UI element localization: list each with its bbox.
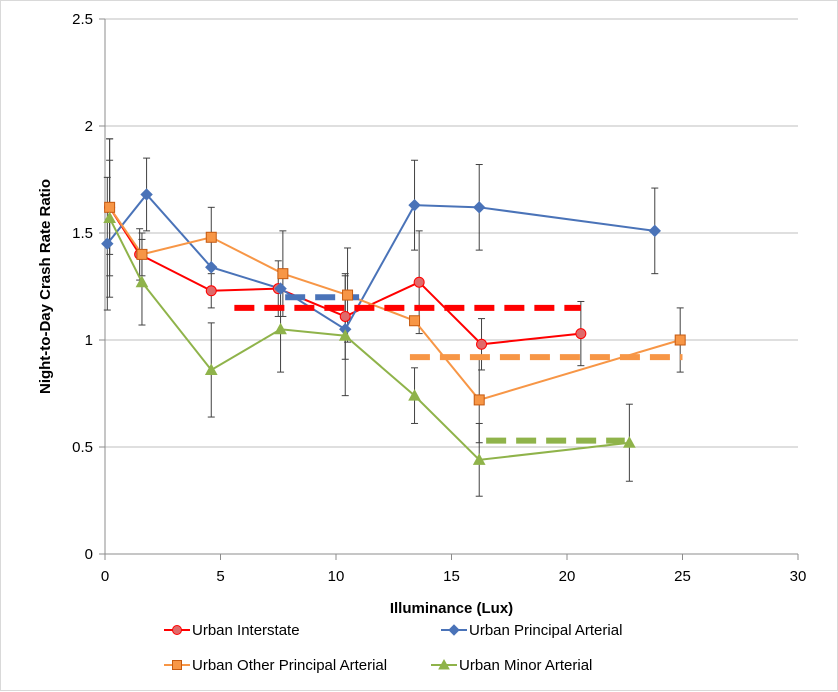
data-point-urban-other-principal-arterial <box>473 394 485 406</box>
x-axis-title: Illuminance (Lux) <box>390 600 513 617</box>
series-line-urban-interstate <box>108 206 581 346</box>
data-point-urban-other-principal-arterial <box>277 268 289 280</box>
data-point-urban-principal-arterial <box>648 224 661 238</box>
legend-label: Urban Other Principal Arterial <box>192 657 387 674</box>
data-point-urban-principal-arterial <box>140 188 153 201</box>
legend-marker <box>448 624 460 636</box>
legend-item-urban-minor-arterial: Urban Minor Arterial <box>431 657 592 674</box>
axes <box>99 18 799 560</box>
data-point-urban-interstate <box>339 310 351 322</box>
series-lines <box>106 192 681 461</box>
legend-item-urban-interstate: Urban Interstate <box>164 622 300 639</box>
data-point-urban-other-principal-arterial <box>136 248 148 260</box>
data-point-urban-principal-arterial <box>473 201 486 214</box>
x-tick-label: 15 <box>443 568 460 585</box>
y-tick-label: 1.5 <box>72 225 93 242</box>
y-tick-label: 0.5 <box>72 439 93 456</box>
data-point-urban-minor-arterial <box>472 453 486 465</box>
y-tick-label: 2 <box>85 118 93 135</box>
data-point-urban-principal-arterial <box>408 198 421 212</box>
legend-label: Urban Principal Arterial <box>469 622 622 639</box>
data-point-urban-other-principal-arterial <box>674 334 686 346</box>
series-line-urban-minor-arterial <box>108 217 630 461</box>
x-tick-label: 20 <box>559 568 576 585</box>
x-tick-label: 5 <box>216 568 224 585</box>
data-point-urban-other-principal-arterial <box>342 289 354 301</box>
data-markers <box>101 188 686 465</box>
tick-labels: 0 0.5 1 1.5 2 2.5 0 5 10 15 20 25 30 <box>72 11 806 585</box>
y-tick-label: 1 <box>85 332 93 349</box>
data-point-urban-principal-arterial <box>101 237 114 250</box>
y-axis-title: Night-to-Day Crash Rate Ratio <box>37 179 54 394</box>
legend-marker <box>172 625 182 635</box>
data-point-urban-minor-arterial <box>338 329 352 341</box>
data-point-urban-principal-arterial <box>274 282 287 295</box>
data-point-urban-interstate <box>575 328 587 340</box>
legend-item-urban-other-principal-arterial: Urban Other Principal Arterial <box>164 657 387 674</box>
x-tick-label: 10 <box>328 568 345 585</box>
x-tick-label: 25 <box>674 568 691 585</box>
legend-label: Urban Interstate <box>192 622 300 639</box>
average-lines <box>234 294 683 444</box>
data-point-urban-other-principal-arterial <box>409 315 421 327</box>
legend: Urban Interstate Urban Principal Arterial… <box>164 622 622 674</box>
legend-item-urban-principal-arterial: Urban Principal Arterial <box>441 622 622 639</box>
data-point-urban-minor-arterial <box>103 211 116 224</box>
data-point-urban-interstate <box>476 338 488 350</box>
y-tick-label: 2.5 <box>72 11 93 28</box>
data-point-urban-minor-arterial <box>135 275 149 288</box>
x-tick-label: 30 <box>790 568 807 585</box>
series-line-urban-other-principal-arterial <box>108 206 681 402</box>
data-point-urban-minor-arterial <box>274 322 287 335</box>
x-tick-label: 0 <box>101 568 109 585</box>
data-point-urban-other-principal-arterial <box>205 231 217 243</box>
data-point-urban-principal-arterial <box>205 261 218 274</box>
y-tick-label: 0 <box>85 546 93 563</box>
data-point-urban-minor-arterial <box>408 389 421 401</box>
data-point-urban-interstate <box>413 276 425 288</box>
data-point-urban-other-principal-arterial <box>104 201 116 213</box>
legend-label: Urban Minor Arterial <box>459 657 592 674</box>
data-point-urban-interstate <box>205 285 217 297</box>
error-bars <box>103 138 684 497</box>
legend-marker <box>172 660 182 670</box>
data-point-urban-minor-arterial <box>623 436 636 448</box>
data-point-urban-minor-arterial <box>204 363 218 375</box>
legend-marker <box>438 658 450 670</box>
